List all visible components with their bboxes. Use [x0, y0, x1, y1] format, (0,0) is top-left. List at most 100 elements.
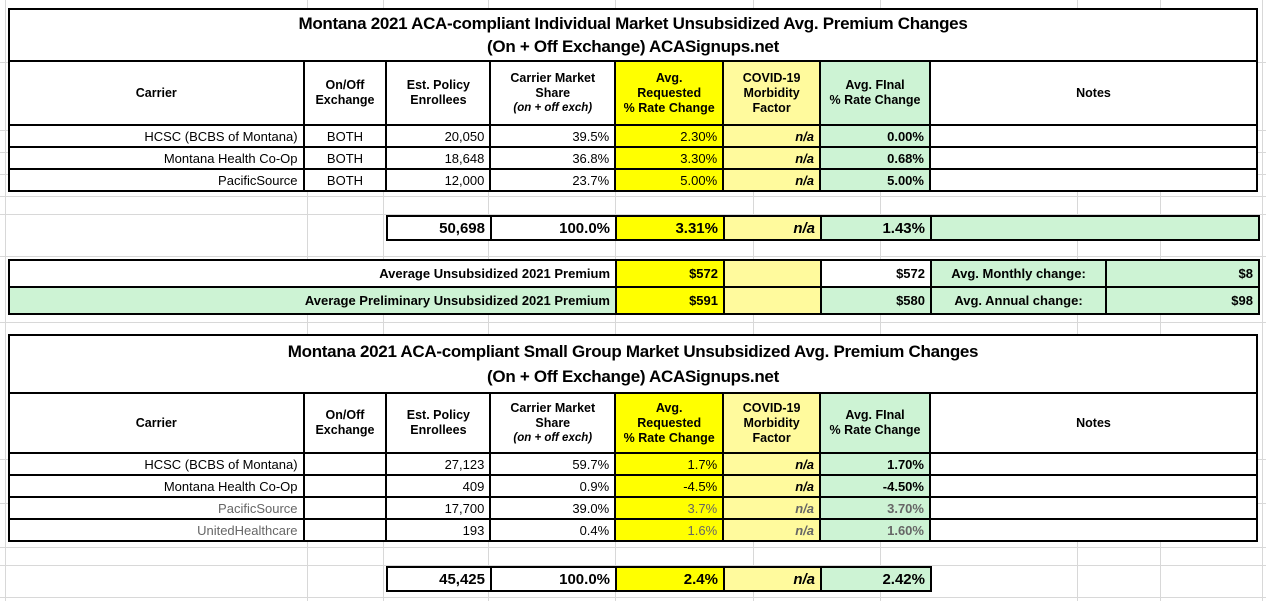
requested-rate-header: Avg. Requested% Rate Change	[614, 60, 725, 126]
grid-hline	[0, 322, 1266, 323]
requested-rate-cell: 3.7%	[614, 496, 725, 520]
premium-final-cell: $572	[820, 259, 932, 288]
exchange-header: On/Off Exchange	[302, 392, 388, 454]
individual-table-title: Montana 2021 ACA-compliant Individual Ma…	[8, 8, 1258, 62]
covid-factor-header: COVID-19 Morbidity Factor	[722, 392, 822, 454]
enrollees-cell: 409	[385, 474, 492, 498]
final-rate-cell: 3.70%	[819, 496, 931, 520]
market-share-cell: 0.4%	[489, 518, 617, 542]
carrier-cell: PacificSource	[8, 496, 305, 520]
enrollees-header: Est. Policy Enrollees	[385, 60, 492, 126]
total-requested-cell: 2.4%	[615, 566, 725, 592]
total-covid-cell: n/a	[723, 215, 822, 241]
individual-table-grid: Carrier On/Off Exchange Est. Policy Enroll…	[8, 60, 1259, 192]
enrollees-cell: 18,648	[385, 146, 492, 170]
requested-rate-cell: 1.6%	[614, 518, 725, 542]
market-share-cell: 36.8%	[489, 146, 617, 170]
covid-factor-cell: n/a	[722, 168, 822, 192]
table-row: PacificSource 17,700 39.0% 3.7% n/a 3.70…	[8, 496, 1259, 520]
total-requested-cell: 3.31%	[615, 215, 725, 241]
monthly-change-value: $8	[1105, 259, 1260, 288]
table-row: HCSC (BCBS of Montana) 27,123 59.7% 1.7%…	[8, 452, 1259, 476]
total-share-cell: 100.0%	[490, 566, 617, 592]
table-row: Montana Health Co-Op 409 0.9% -4.5% n/a …	[8, 474, 1259, 498]
individual-market-table: Montana 2021 ACA-compliant Individual Ma…	[8, 8, 1259, 192]
final-rate-cell: 1.60%	[819, 518, 931, 542]
grid-hline	[0, 196, 1266, 197]
enrollees-cell: 193	[385, 518, 492, 542]
notes-header: Notes	[928, 60, 1259, 126]
total-final-cell: 1.43%	[820, 215, 932, 241]
notes-cell	[928, 124, 1259, 148]
covid-factor-header: COVID-19 Morbidity Factor	[722, 60, 822, 126]
grid-hline	[0, 547, 1266, 548]
premium-requested-cell: $591	[615, 286, 725, 315]
final-rate-cell: 5.00%	[819, 168, 931, 192]
covid-factor-cell: n/a	[722, 474, 822, 498]
premium-final-cell: $580	[820, 286, 932, 315]
enrollees-cell: 27,123	[385, 452, 492, 476]
grid-vline	[5, 0, 6, 601]
carrier-cell: PacificSource	[8, 168, 305, 192]
final-rate-cell: -4.50%	[819, 474, 931, 498]
requested-rate-cell: 3.30%	[614, 146, 725, 170]
notes-cell	[928, 496, 1259, 520]
grid-hline	[0, 565, 1266, 566]
small-group-totals-row: 45,425 100.0% 2.4% n/a 2.42%	[386, 566, 932, 592]
carrier-cell: Montana Health Co-Op	[8, 146, 305, 170]
premium-row-final: Average Unsubsidized 2021 Premium $572 $…	[8, 259, 1260, 288]
market-share-cell: 59.7%	[489, 452, 617, 476]
final-rate-header: Avg. FInal% Rate Change	[819, 60, 931, 126]
covid-factor-cell: n/a	[722, 146, 822, 170]
premium-summary: Average Unsubsidized 2021 Premium $572 $…	[8, 259, 1260, 315]
table-row: Montana Health Co-Op BOTH 18,648 36.8% 3…	[8, 146, 1259, 170]
notes-cell	[928, 474, 1259, 498]
total-share-cell: 100.0%	[490, 215, 617, 241]
small-group-table-grid: Carrier On/Off Exchange Est. Policy Enroll…	[8, 392, 1259, 542]
enrollees-cell: 17,700	[385, 496, 492, 520]
premium-requested-cell: $572	[615, 259, 725, 288]
enrollees-cell: 12,000	[385, 168, 492, 192]
requested-rate-cell: 1.7%	[614, 452, 725, 476]
final-rate-cell: 1.70%	[819, 452, 931, 476]
table-row: UnitedHealthcare 193 0.4% 1.6% n/a 1.60%	[8, 518, 1259, 542]
enrollees-header: Est. Policy Enrollees	[385, 392, 492, 454]
enrollees-cell: 20,050	[385, 124, 492, 148]
table-title-line1: Montana 2021 ACA-compliant Individual Ma…	[298, 14, 968, 33]
table-row: PacificSource BOTH 12,000 23.7% 5.00% n/…	[8, 168, 1259, 192]
notes-cell	[928, 168, 1259, 192]
exchange-cell	[302, 496, 388, 520]
carrier-cell: Montana Health Co-Op	[8, 474, 305, 498]
carrier-header: Carrier	[8, 392, 305, 454]
grid-hline	[0, 597, 1266, 598]
individual-totals-row: 50,698 100.0% 3.31% n/a 1.43%	[386, 215, 1260, 241]
market-share-header: Carrier Market Share (on + off exch)	[489, 60, 617, 126]
small-group-market-table: Montana 2021 ACA-compliant Small Group M…	[8, 334, 1259, 542]
notes-cell	[928, 452, 1259, 476]
annual-change-value: $98	[1105, 286, 1260, 315]
final-rate-cell: 0.00%	[819, 124, 931, 148]
market-share-cell: 39.0%	[489, 496, 617, 520]
monthly-change-label: Avg. Monthly change:	[930, 259, 1107, 288]
final-rate-cell: 0.68%	[819, 146, 931, 170]
header-row: Carrier On/Off Exchange Est. Policy Enroll…	[8, 392, 1259, 454]
market-share-cell: 23.7%	[489, 168, 617, 192]
grid-hline	[0, 256, 1266, 257]
covid-factor-cell: n/a	[722, 496, 822, 520]
covid-factor-cell: n/a	[722, 518, 822, 542]
exchange-cell	[302, 452, 388, 476]
exchange-header: On/Off Exchange	[302, 60, 388, 126]
header-row: Carrier On/Off Exchange Est. Policy Enroll…	[8, 60, 1259, 126]
table-row: HCSC (BCBS of Montana) BOTH 20,050 39.5%…	[8, 124, 1259, 148]
total-notes-cell	[930, 215, 1260, 241]
total-enrollees-cell: 50,698	[386, 215, 492, 241]
premium-spacer-cell	[723, 286, 822, 315]
carrier-cell: UnitedHealthcare	[8, 518, 305, 542]
requested-rate-cell: -4.5%	[614, 474, 725, 498]
exchange-cell	[302, 518, 388, 542]
notes-header: Notes	[928, 392, 1259, 454]
exchange-cell: BOTH	[302, 124, 388, 148]
total-enrollees-cell: 45,425	[386, 566, 492, 592]
exchange-cell: BOTH	[302, 168, 388, 192]
